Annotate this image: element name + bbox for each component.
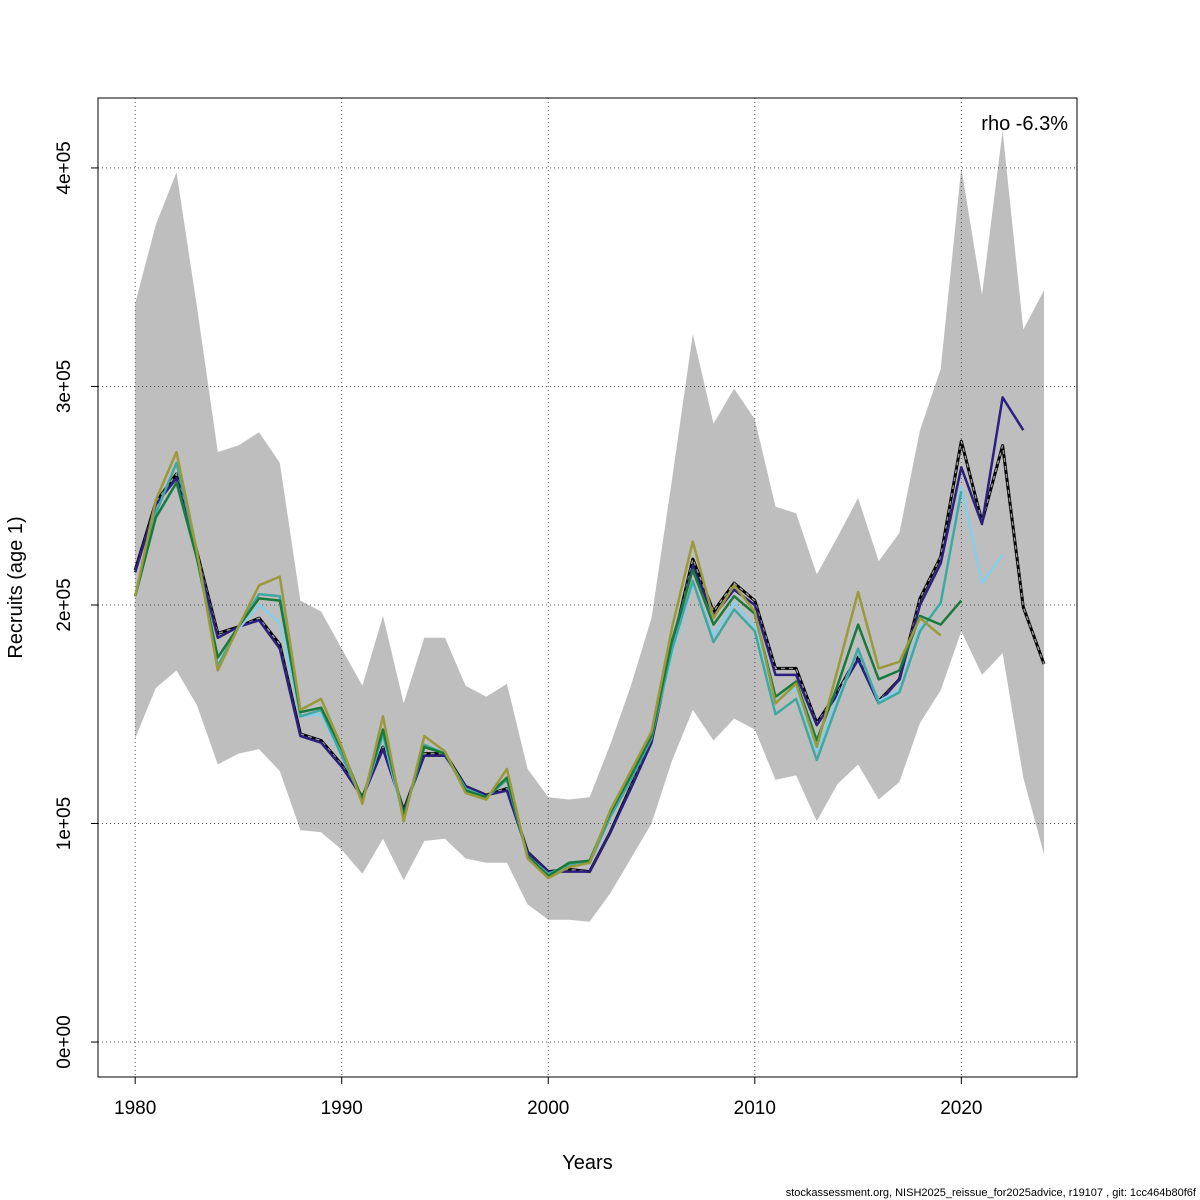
plot-frame <box>97 97 1078 1078</box>
series-line-peel-3 <box>133 461 963 876</box>
x-tick-label: 2020 <box>940 1098 982 1119</box>
x-tick-label: 1980 <box>114 1098 156 1119</box>
x-tick-label: 2000 <box>527 1098 569 1119</box>
series-line-peel-5 <box>133 450 942 880</box>
x-tick-label: 2010 <box>734 1098 776 1119</box>
y-axis: 0e+00 1e+05 2e+05 3e+05 4e+05 <box>54 141 98 1069</box>
x-axis: 1980 1990 2000 2010 2020 <box>114 1077 982 1119</box>
y-tick-label: 1e+05 <box>54 797 75 850</box>
footer-credit: stockassessment.org, NISH2025_reissue_fo… <box>786 1187 1197 1199</box>
rho-annotation: rho -6.3% <box>981 113 1068 135</box>
y-axis-label: Recruits (age 1) <box>5 516 27 658</box>
series-lines <box>133 396 1046 880</box>
y-tick-label: 0e+00 <box>54 1015 75 1068</box>
y-tick-label: 3e+05 <box>54 360 75 413</box>
y-tick-label: 4e+05 <box>54 141 75 194</box>
x-tick-label: 1990 <box>321 1098 363 1119</box>
x-axis-label: Years <box>562 1152 612 1174</box>
y-tick-label: 2e+05 <box>54 578 75 631</box>
